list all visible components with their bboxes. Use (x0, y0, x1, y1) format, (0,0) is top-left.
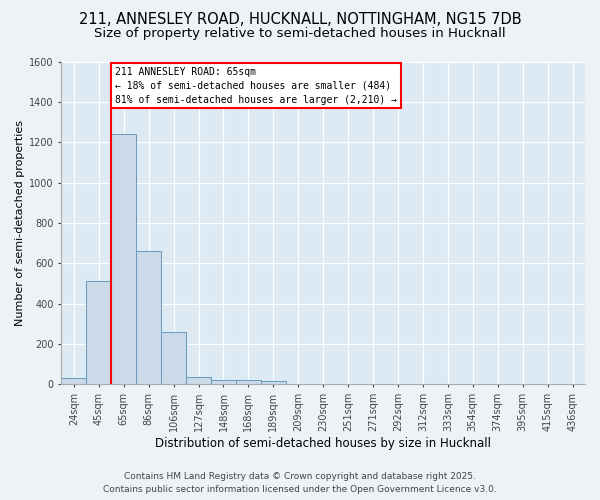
Bar (86, 282, 111, 385)
Text: 211, ANNESLEY ROAD, HUCKNALL, NOTTINGHAM, NG15 7DB: 211, ANNESLEY ROAD, HUCKNALL, NOTTINGHAM… (79, 12, 521, 28)
Bar (111, 134, 136, 384)
Bar (186, 378, 211, 384)
Text: Size of property relative to semi-detached houses in Hucknall: Size of property relative to semi-detach… (94, 28, 506, 40)
Bar (61, 378, 86, 384)
Bar (261, 382, 286, 384)
Bar (161, 332, 186, 384)
X-axis label: Distribution of semi-detached houses by size in Hucknall: Distribution of semi-detached houses by … (155, 437, 491, 450)
Y-axis label: Number of semi-detached properties: Number of semi-detached properties (15, 120, 25, 326)
Bar (236, 380, 261, 384)
Text: Contains HM Land Registry data © Crown copyright and database right 2025.
Contai: Contains HM Land Registry data © Crown c… (103, 472, 497, 494)
Bar (211, 380, 236, 384)
Text: 211 ANNESLEY ROAD: 65sqm
← 18% of semi-detached houses are smaller (484)
81% of : 211 ANNESLEY ROAD: 65sqm ← 18% of semi-d… (115, 66, 397, 104)
Bar (136, 251, 161, 384)
